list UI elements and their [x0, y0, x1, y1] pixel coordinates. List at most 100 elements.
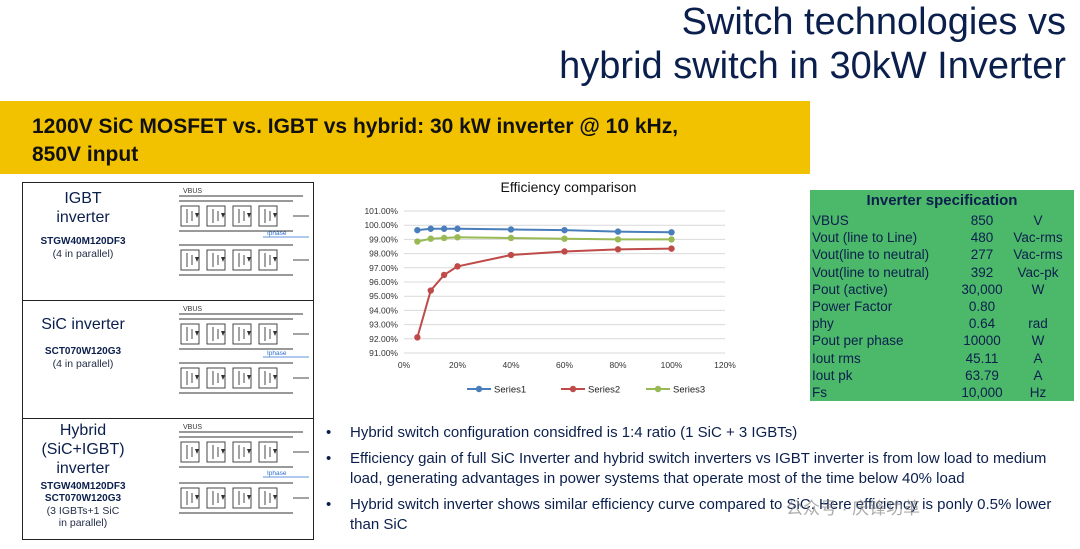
igbt-panel-label: IGBT inverter STGW40M120DF3 (4 in parall… — [23, 189, 143, 260]
data-point — [454, 263, 461, 270]
panel-part-number: STGW40M120DF3 — [40, 481, 126, 492]
diode-symbol — [221, 449, 225, 454]
panel-name: inverter — [56, 460, 110, 477]
sic-circuit-schematic: VBUS Iphase — [179, 306, 309, 394]
bullet-text: Hybrid switch inverter shows similar eff… — [350, 496, 1052, 533]
sic-inverter-panel: SiC inverter SCT070W120G3 (4 in parallel… — [23, 301, 313, 419]
y-tick-label: 95.00% — [369, 291, 398, 301]
diode-symbol — [273, 213, 277, 218]
y-tick-label: 91.00% — [369, 348, 398, 358]
diode-symbol — [247, 331, 251, 336]
diode-symbol — [273, 449, 277, 454]
y-tick-label: 92.00% — [369, 334, 398, 344]
bullet-text: Hybrid switch configuration considfred i… — [350, 424, 798, 441]
spec-unit: Vac-pk — [1017, 264, 1059, 280]
diode-symbol — [273, 375, 277, 380]
data-point — [427, 225, 434, 232]
switch-cell — [232, 441, 252, 463]
spec-param: Vout(line to neutral) — [812, 247, 930, 263]
diode-symbol — [221, 257, 225, 262]
data-point — [668, 245, 675, 252]
spec-param: Iout rms — [812, 350, 861, 366]
spec-title: Inverter specification — [866, 192, 1018, 209]
panel-name: inverter — [56, 209, 110, 226]
data-point — [614, 228, 622, 235]
y-tick-label: 97.00% — [369, 263, 398, 273]
spec-row: VBUS 850 V — [812, 213, 1074, 230]
spec-value: 392 — [970, 264, 994, 280]
switch-cell — [232, 367, 252, 389]
switch-cell — [258, 249, 278, 271]
diode-symbol — [195, 449, 199, 454]
diode-symbol — [273, 257, 277, 262]
data-point — [454, 225, 461, 232]
panel-note: (4 in parallel) — [52, 248, 114, 260]
spec-row: Vout (line to Line) 480 Vac-rms — [812, 230, 1074, 247]
spec-row: Iout pk 63.79 A — [812, 368, 1074, 385]
data-point — [440, 234, 448, 242]
y-tick-label: 98.00% — [369, 249, 398, 259]
switch-cell — [206, 323, 226, 345]
bullet-dot: • — [326, 424, 332, 441]
switch-cell — [180, 249, 200, 271]
x-tick-label: 20% — [449, 360, 466, 370]
x-tick-label: 40% — [502, 360, 519, 370]
switch-cell — [258, 323, 278, 345]
chart-title: Efficiency comparison — [501, 179, 637, 195]
x-tick-label: 100% — [661, 360, 683, 370]
spec-row: Iout rms 45.11 A — [812, 351, 1074, 368]
diode-symbol — [247, 449, 251, 454]
switch-cell — [206, 367, 226, 389]
vbus-label: VBUS — [183, 306, 202, 313]
sic-panel-label: SiC inverter SCT070W120G3 (4 in parallel… — [23, 315, 143, 370]
spec-value: 850 — [970, 213, 994, 228]
data-point — [507, 234, 515, 242]
switch-cell — [206, 205, 226, 227]
diode-symbol — [247, 213, 251, 218]
spec-value: 30,000 — [961, 281, 1003, 297]
switch-cell — [180, 367, 200, 389]
switch-cell — [206, 487, 226, 509]
switch-cell — [180, 323, 200, 345]
bullet-text: Efficiency gain of full SiC Inverter and… — [350, 450, 1047, 487]
spec-param: Fs — [812, 385, 827, 400]
spec-param: VBUS — [812, 213, 849, 228]
inverter-spec-table: Inverter specification VBUS 850 V Vout (lin… — [810, 190, 1074, 401]
bullet-dot: • — [326, 450, 332, 467]
legend-marker — [654, 385, 662, 393]
hybrid-circuit-schematic: VBUS Iphase — [179, 424, 309, 514]
data-point — [561, 248, 568, 255]
spec-unit: Vac-rms — [1013, 247, 1063, 263]
spec-unit: Vac-rms — [1013, 230, 1063, 246]
slide-title-line1: Switch technologies vs — [681, 1, 1066, 43]
diode-symbol — [247, 495, 251, 500]
efficiency-chart: Efficiency comparison 91.00% 92.00% 93.00% 9… — [340, 175, 810, 405]
series-line — [416, 247, 672, 338]
data-point — [440, 271, 448, 279]
spec-row: Vout(line to neutral) 392 Vac-pk — [812, 265, 1074, 282]
efficiency-chart-svg: Efficiency comparison 91.00% 92.00% 93.00% 9… — [364, 179, 736, 396]
spec-unit: Hz — [1029, 385, 1047, 400]
diode-symbol — [247, 375, 251, 380]
spec-unit: W — [1031, 281, 1045, 297]
panel-name: Hybrid — [59, 422, 107, 439]
switch-cell — [180, 487, 200, 509]
data-point — [414, 226, 421, 234]
data-point — [427, 235, 434, 242]
data-point — [561, 235, 568, 242]
switch-cell — [232, 487, 252, 509]
data-point — [427, 287, 434, 294]
data-point — [561, 226, 568, 234]
spec-unit: rad — [1028, 316, 1048, 332]
watermark: 公众号 · 庆锋功革 — [786, 499, 921, 518]
legend-marker — [475, 385, 483, 393]
spec-row: phy 0.64 rad — [812, 316, 1074, 333]
spec-unit: W — [1031, 333, 1045, 349]
banner-line2: 850V input — [32, 143, 139, 166]
legend-entry: Series2 — [588, 385, 620, 396]
data-point — [414, 238, 421, 245]
data-point — [507, 251, 515, 259]
y-tick-label: 101.00% — [364, 206, 398, 216]
spec-value: 0.80 — [968, 299, 996, 314]
spec-row: Fs 10,000 Hz — [812, 385, 1074, 402]
